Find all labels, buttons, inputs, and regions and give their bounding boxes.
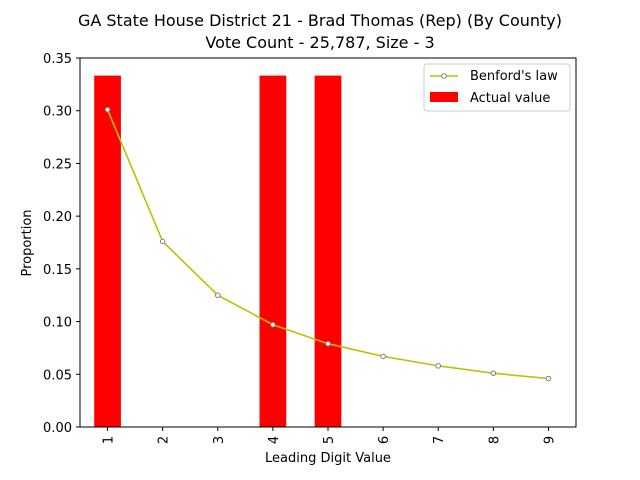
y-axis-label: Proportion — [20, 209, 35, 276]
x-axis-label: Leading Digit Value — [265, 451, 391, 466]
y-tick-label: 0.10 — [43, 316, 72, 331]
legend-bar-swatch — [430, 92, 458, 102]
y-tick-label: 0.15 — [43, 263, 72, 278]
x-tick-label: 8 — [487, 436, 502, 444]
y-tick-label: 0.05 — [43, 368, 72, 383]
benford-point-6 — [380, 353, 386, 360]
bar-digit-4 — [259, 75, 287, 428]
chart-title: GA State House District 21 - Brad Thomas… — [77, 11, 563, 30]
x-tick-label: 9 — [542, 436, 557, 444]
x-tick-label: 6 — [377, 436, 392, 444]
legend-label-benford: Benford's law — [470, 69, 558, 84]
benford-point-1 — [104, 106, 111, 113]
legend-marker — [441, 73, 447, 79]
x-tick-label: 4 — [267, 436, 282, 444]
x-tick-label: 7 — [432, 436, 447, 444]
legend-box — [423, 63, 571, 112]
y-tick-label: 0.30 — [43, 105, 72, 120]
x-tick-label: 1 — [102, 436, 117, 444]
benford-point-5 — [325, 340, 331, 347]
y-tick-label: 0.25 — [43, 157, 72, 172]
benford-point-8 — [490, 370, 497, 377]
y-tick-label: 0.00 — [43, 421, 72, 436]
legend-label-actual: Actual value — [470, 91, 550, 106]
y-tick-label: 0.35 — [43, 52, 72, 67]
bar-digit-1 — [94, 75, 121, 428]
benford-point-9 — [545, 375, 552, 382]
y-tick-label: 0.20 — [43, 210, 72, 225]
chart-subtitle: Vote Count - 25,787, Size - 3 — [205, 33, 435, 52]
bar-digit-5 — [314, 75, 342, 428]
x-tick-label: 3 — [212, 436, 227, 444]
x-tick-label: 5 — [322, 436, 337, 444]
benford-point-3 — [214, 292, 221, 299]
benford-point-4 — [270, 321, 276, 328]
benford-point-7 — [435, 363, 442, 369]
x-tick-label: 2 — [157, 436, 172, 444]
benford-point-2 — [159, 238, 166, 245]
